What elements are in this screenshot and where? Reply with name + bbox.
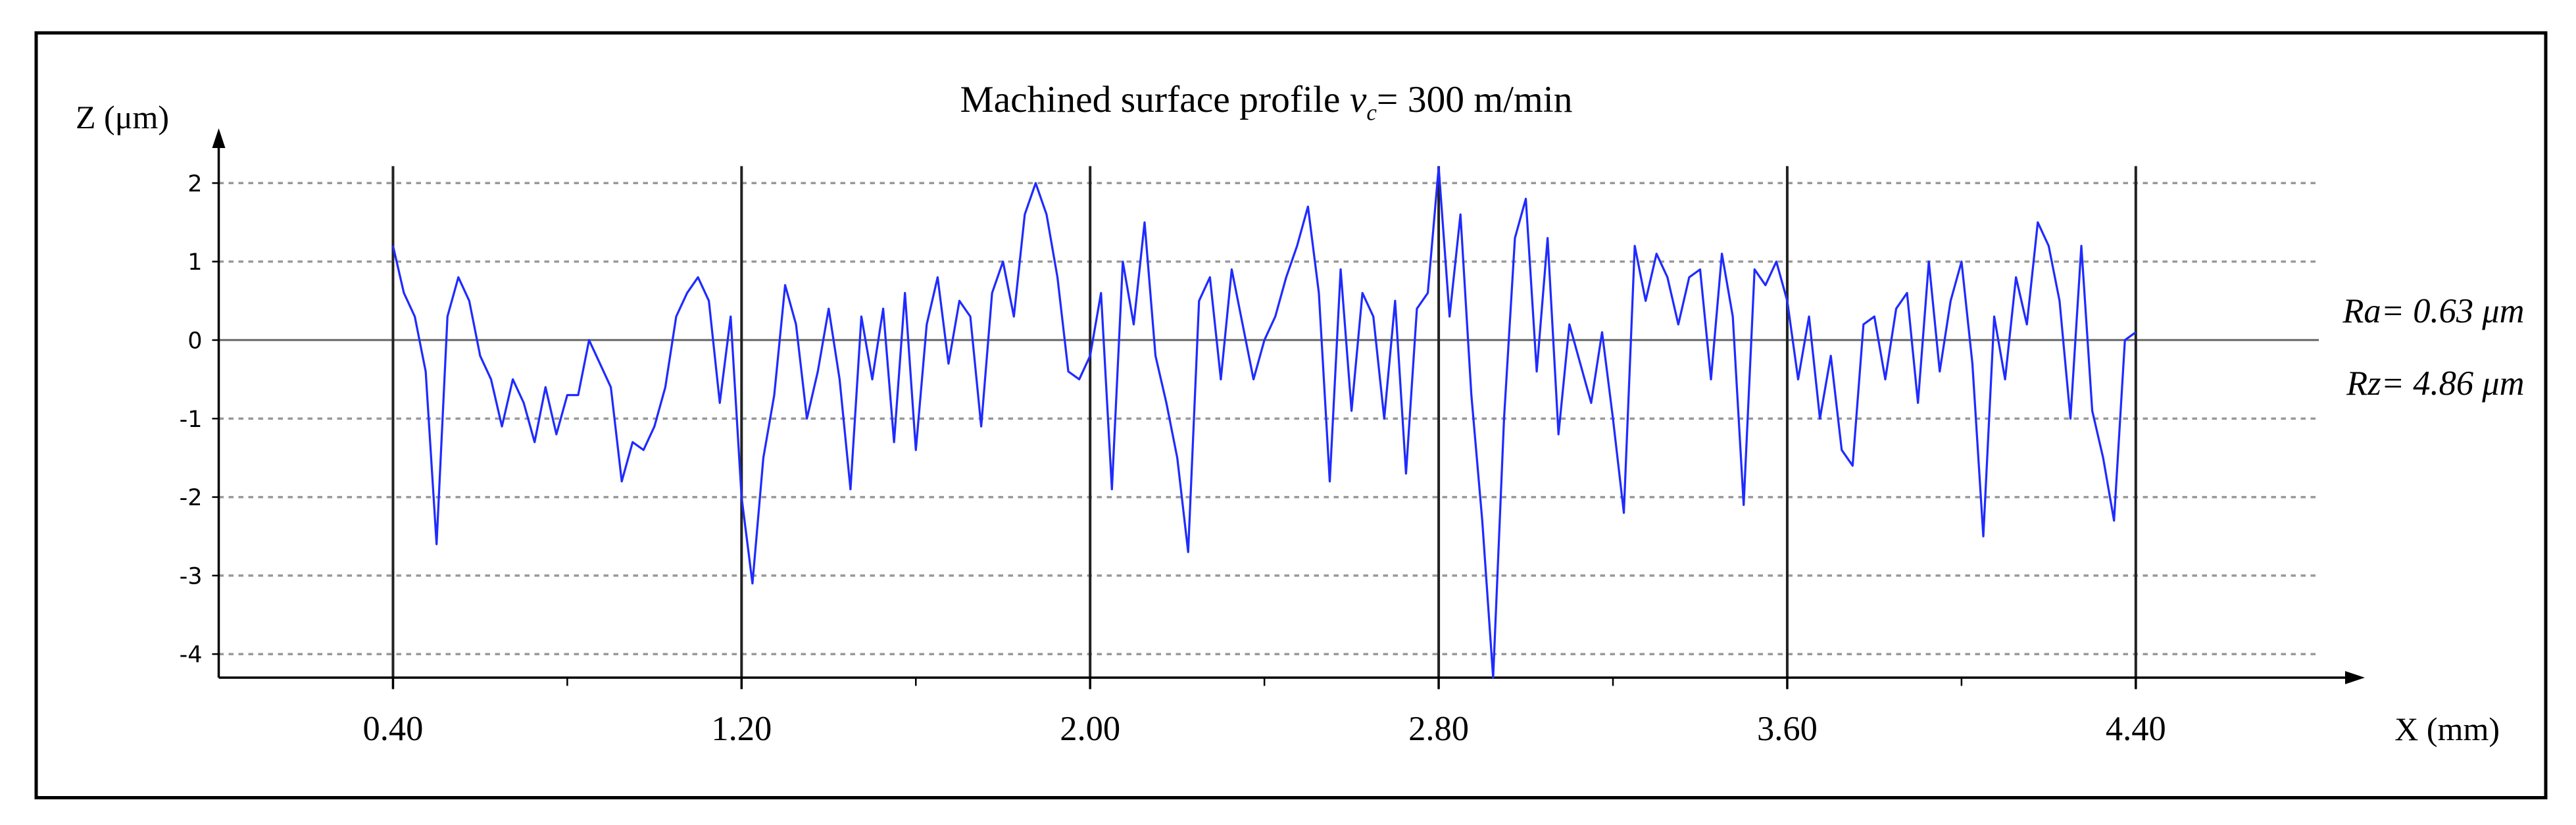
y-axis-arrow [212,128,226,148]
title-rest: = 300 m/min [1377,79,1573,120]
x-tick-label: 2.80 [1408,710,1469,748]
title-variable: v [1350,79,1367,120]
annotation: Ra= 0.63 μm [2342,292,2524,330]
y-axis-label: Z (μm) [76,99,169,136]
y-tick-label: 0 [187,328,202,354]
y-tick-label: -4 [180,642,203,668]
x-tick-label: 3.60 [1757,710,1818,748]
title-subscript: c [1366,100,1377,126]
chart-title: Machined surface profile vc= 300 m/min [960,79,1573,126]
profile-line [391,166,2137,679]
title-text: Machined surface profile [960,79,1350,120]
plot-area: 2 1 0 -1 -2 -3 -4 0.40 1.20 2.00 2.80 3.60 4.40 [180,128,2365,748]
y-tick-label: -3 [180,563,203,589]
y-tick-label: -1 [180,407,203,433]
y-tick-label: 1 [187,249,202,276]
frame [34,31,2548,799]
x-tick-label: 1.20 [711,710,772,748]
y-tick-label: -2 [180,485,203,511]
annotation: Rz= 4.86 μm [2346,364,2524,403]
x-axis-arrow [2345,671,2365,684]
x-tick-label: 4.40 [2106,710,2166,748]
x-tick-label: 2.00 [1060,710,1120,748]
x-tick-label: 0.40 [363,710,424,748]
x-axis-label: X (mm) [2394,711,2500,747]
y-tick-label: 2 [187,171,202,197]
